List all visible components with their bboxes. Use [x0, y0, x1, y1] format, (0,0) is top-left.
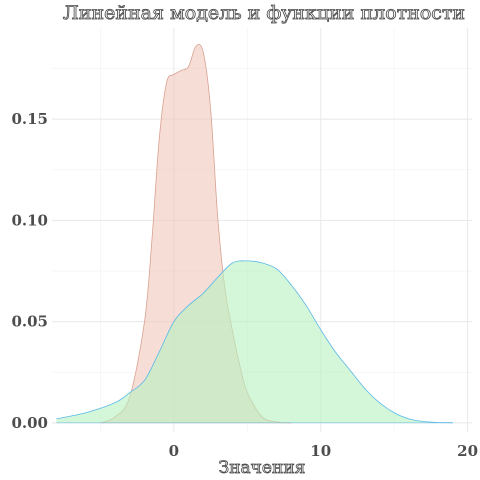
density-area-1 [100, 44, 292, 423]
x-tick-label: 10 [310, 442, 331, 460]
y-tick-label: 0.15 [11, 110, 48, 128]
density-outline-2 [56, 260, 453, 424]
y-tick-label: 0.00 [11, 414, 48, 432]
chart-title: Линейная модель и функции плотности [63, 2, 465, 24]
y-tick-label: 0.10 [11, 211, 48, 229]
x-axis-label: Значения [219, 458, 306, 478]
density-areas [56, 43, 453, 424]
density-area-2 [56, 260, 453, 423]
x-axis: 0 10 20 [169, 442, 478, 460]
x-tick-label: 0 [169, 442, 179, 460]
y-axis: 0.00 0.05 0.10 0.15 [11, 110, 48, 432]
y-tick-label: 0.05 [11, 313, 48, 331]
x-tick-label: 20 [457, 442, 478, 460]
